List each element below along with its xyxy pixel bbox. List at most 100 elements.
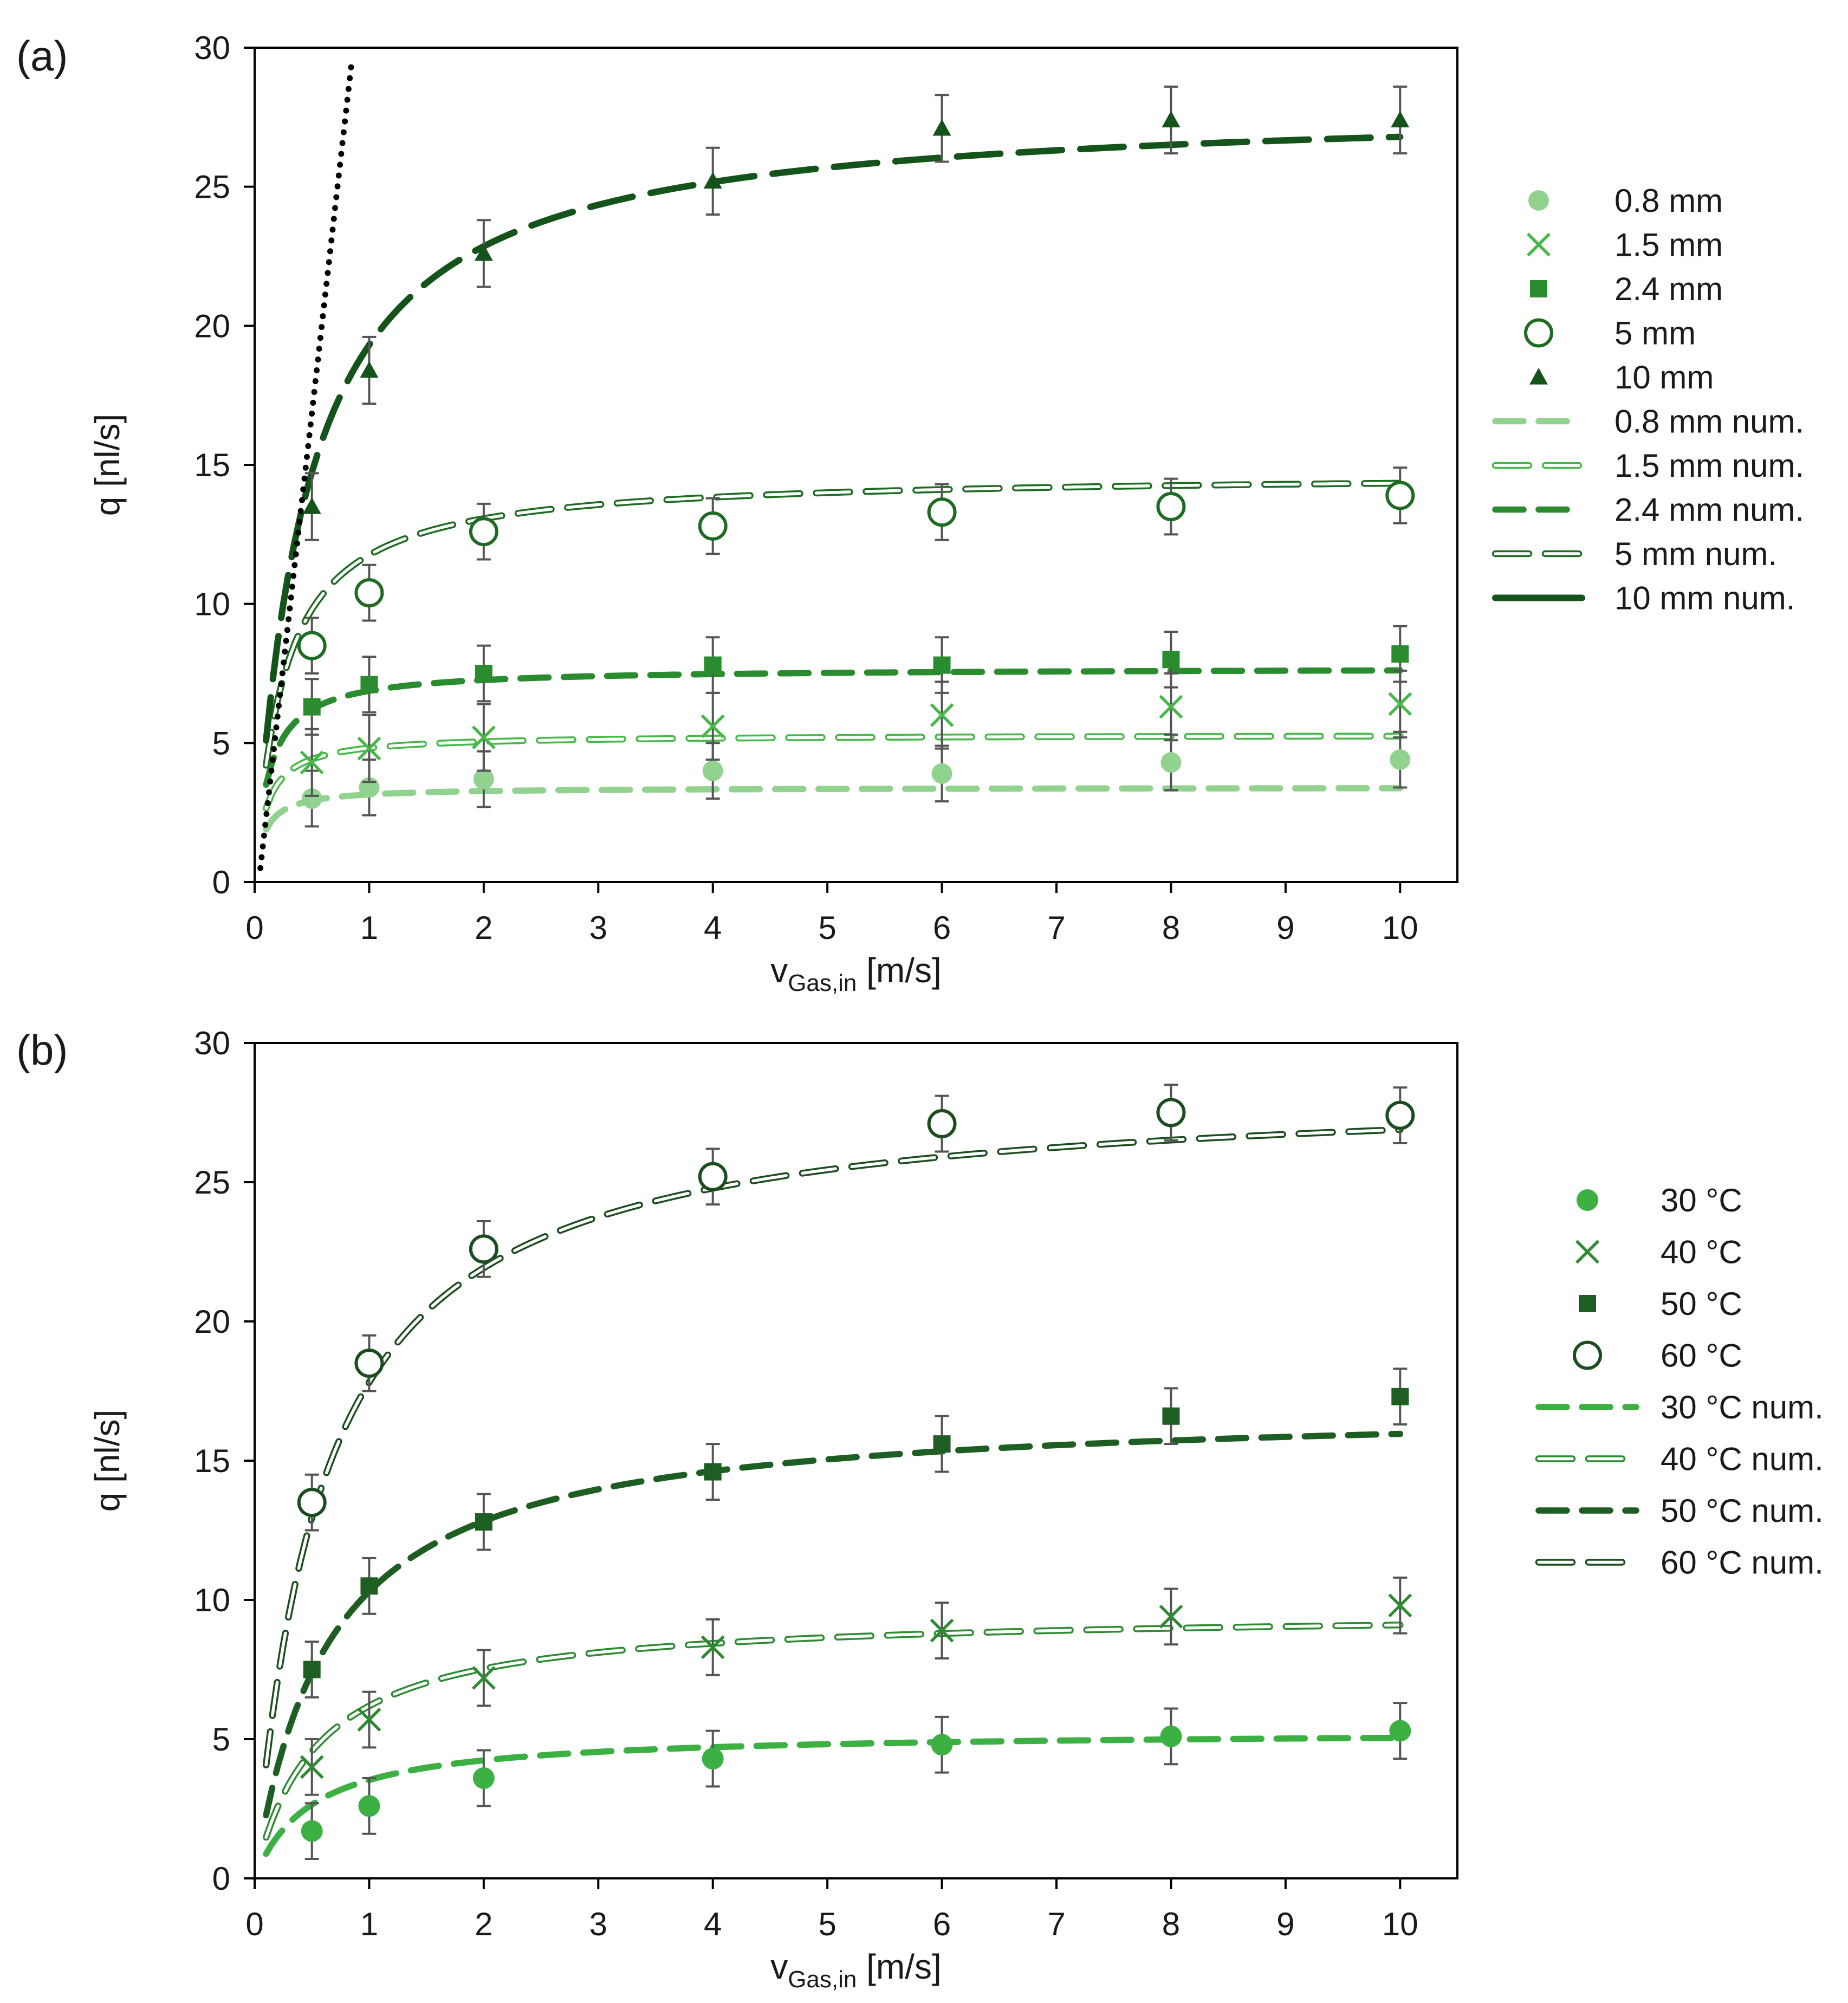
panel-b-y-axis-title: q [nl/s] [88, 1410, 127, 1512]
panel-b-curve-30-degc-num [263, 1734, 1404, 1857]
panel-a-legend-label-2-4-mm: 2.4 mm [1614, 271, 1723, 307]
panel-b-point-30-degc [472, 1767, 495, 1789]
panel-b-x-tick-label: 2 [475, 1906, 492, 1942]
panel-a-x-tick-label: 10 [1382, 910, 1418, 946]
panel-a-x-tick-label: 9 [1276, 910, 1294, 946]
panel-a-legend-label-2-4-mm-num: 2.4 mm num. [1614, 492, 1804, 528]
panel-a-legend-item-2-4-mm: 2.4 mm [1530, 271, 1723, 307]
panel-b-legend-label-60-degc: 60 °C [1661, 1338, 1742, 1374]
panel-b-x-tick-label: 3 [589, 1906, 607, 1942]
panel-b-point-40-degc [357, 1708, 381, 1732]
panel-b-x-axis-title: vGas,in [m/s] [770, 1947, 942, 1993]
panel-a-legend-item-1-5-mm-num: 1.5 mm num. [1492, 448, 1804, 484]
panel-a-curve-0-8-mm-num [263, 785, 1404, 833]
panel-a-legend-item-5-mm-num: 5 mm num. [1492, 536, 1777, 572]
panel-a-curve-10-mm-num [263, 133, 1404, 744]
panel-b-legend-item-60-degc: 60 °C [1573, 1338, 1742, 1374]
panel-a-point-0-8-mm [301, 788, 322, 809]
panel-b-curve-40-degc-num-inner [264, 1623, 1402, 1839]
panel-b-point-30-degc [358, 1795, 380, 1817]
panel-a-legend-item-1-5-mm: 1.5 mm [1527, 227, 1723, 263]
panel-b-legend-marker-60-degc [1573, 1340, 1602, 1370]
panel-a-point-2-4-mm [704, 656, 722, 674]
panel-a-x-axis-var: v [770, 951, 788, 990]
panel-b-legend-item-50-degc-num: 50 °C num. [1535, 1493, 1824, 1529]
panel-a-point-10-mm [360, 361, 379, 378]
panel-a-legend-marker-0-8-mm [1528, 190, 1549, 211]
panel-a-x-axis-unit: [m/s] [857, 951, 941, 990]
panel-a-y-tick-label: 15 [194, 447, 230, 483]
panel-a-legend-marker-5-mm [1524, 318, 1553, 348]
panel-a-legend: 0.8 mm 1.5 mm 2.4 mm 5 mm 10 mm 0.8 mm num. 1.… [1492, 183, 1804, 617]
panel-b-legend-label-40-degc-num: 40 °C num. [1661, 1441, 1824, 1477]
panel-b: (b) 0 1 2 3 4 5 6 7 8 9 10 0 5 10 15 20 25 30 vGas,in [m/s]… [16, 1025, 1824, 1993]
panel-a-point-1-5-mm [300, 750, 324, 775]
panel-a-x-tick-label: 6 [933, 910, 951, 946]
panel-b-point-40-degc [1388, 1593, 1412, 1618]
panel-a-point-1-5-mm [357, 736, 381, 761]
panel-b-curves [262, 1126, 1404, 1857]
panel-b-point-30-degc [1160, 1725, 1182, 1747]
panel-b-y-tick-label: 20 [194, 1304, 230, 1340]
panel-b-point-60-degc [927, 1109, 957, 1139]
panel-a-legend-label-10-mm-num: 10 mm num. [1614, 580, 1795, 617]
panel-a-point-5-mm [698, 511, 728, 541]
panel-b-legend: 30 °C 40 °C 50 °C 60 °C 30 °C num. 40 °C num.… [1535, 1182, 1824, 1581]
panel-a-x-tick-label: 3 [589, 910, 607, 946]
panel-a-legend-item-0-8-mm-num: 0.8 mm num. [1492, 404, 1804, 440]
panel-b-curve-40-degc-num [262, 1622, 1404, 1841]
panel-b-x-tick-label: 5 [818, 1906, 836, 1942]
panel-b-point-30-degc [1389, 1720, 1411, 1742]
panel-b-x-tick-label: 9 [1276, 1906, 1294, 1942]
panel-a-x-tick-label: 7 [1047, 910, 1065, 946]
panel-a-point-0-8-mm [473, 769, 494, 790]
panel-b-legend-label-60-degc-num: 60 °C num. [1661, 1545, 1824, 1581]
panel-b-point-60-degc [1385, 1100, 1415, 1130]
panel-b-curve-60-degc-num [262, 1126, 1404, 1768]
panel-b-x-axis-var: v [770, 1947, 788, 1986]
panel-b-point-60-degc [297, 1488, 327, 1518]
panel-b-y-tick-label: 10 [194, 1582, 230, 1618]
panel-b-point-40-degc [1159, 1604, 1183, 1629]
panel-b-x-axis-subscript: Gas,in [788, 1966, 857, 1993]
panel-a-point-10-mm [932, 119, 951, 136]
panel-b-point-40-degc [930, 1618, 954, 1643]
panel-a-point-2-4-mm [1391, 645, 1409, 663]
panel-a-x-axis-subscript: Gas,in [788, 970, 857, 996]
panel-b-legend-label-30-degc-num: 30 °C num. [1661, 1389, 1824, 1425]
panel-a-x-tick-label: 8 [1162, 910, 1180, 946]
panel-b-legend-item-30-degc: 30 °C [1577, 1182, 1742, 1218]
panel-a-legend-marker-1-5-mm [1527, 232, 1551, 257]
panel-a-legend-marker-10-mm [1529, 368, 1548, 385]
panel-b-point-60-degc [354, 1349, 384, 1378]
panel-a-points [297, 85, 1415, 828]
panel-b-legend-marker-50-degc [1579, 1295, 1596, 1312]
panel-b-y-tick-label: 15 [194, 1443, 230, 1479]
panel-b-point-30-degc [301, 1820, 323, 1842]
panel-b-label: (b) [16, 1026, 68, 1074]
panel-b-legend-label-50-degc: 50 °C [1661, 1286, 1742, 1322]
panel-a-point-10-mm [703, 172, 722, 189]
panel-a-y-tick-label: 20 [194, 308, 230, 344]
panel-a-point-1-5-mm [930, 703, 954, 727]
panel-b-legend-label-40-degc: 40 °C [1661, 1234, 1742, 1270]
panel-b-point-50-degc [303, 1661, 321, 1678]
panel-b-legend-marker-40-degc [1575, 1240, 1599, 1264]
panel-b-point-50-degc [475, 1513, 492, 1531]
panel-b-point-50-degc [933, 1435, 951, 1453]
panel-a-y-tick-label: 25 [194, 169, 230, 205]
panel-b-point-60-degc [469, 1234, 498, 1264]
panel-b-x-tick-label: 6 [933, 1906, 951, 1942]
panel-b-legend-item-50-degc: 50 °C [1579, 1286, 1742, 1322]
panel-b-y-tick-label: 30 [194, 1025, 230, 1061]
panel-b-x-tick-label: 4 [704, 1906, 722, 1942]
panel-a-legend-label-1-5-mm-num: 1.5 mm num. [1614, 448, 1804, 484]
panel-a-y-axis-title: q [nl/s] [88, 414, 127, 516]
panel-b-legend-label-30-degc: 30 °C [1661, 1182, 1742, 1218]
panel-b-x-tick-label: 1 [360, 1906, 378, 1942]
panel-b-legend-item-40-degc: 40 °C [1575, 1234, 1742, 1270]
panel-b-legend-item-60-degc-num: 60 °C num. [1535, 1545, 1824, 1581]
panel-b-point-40-degc [471, 1665, 496, 1690]
panel-a-point-10-mm [302, 497, 321, 514]
panel-b-point-60-degc [698, 1162, 728, 1191]
